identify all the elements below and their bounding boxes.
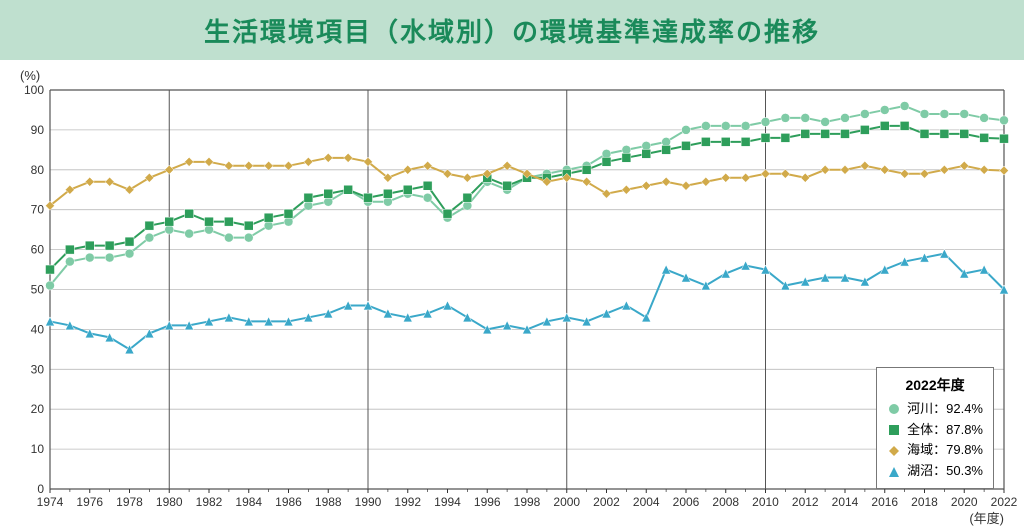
title-bar: 生活環境項目（水域別）の環境基準達成率の推移 — [0, 0, 1024, 60]
x-tick-label: 1982 — [196, 495, 223, 509]
x-tick-label: 2016 — [871, 495, 898, 509]
x-tick-label: 1978 — [116, 495, 143, 509]
x-tick-label: 1984 — [235, 495, 262, 509]
y-tick-label: 60 — [31, 243, 45, 257]
x-tick-label: 1974 — [37, 495, 64, 509]
legend-item-lake: 湖沼：50.3% — [887, 461, 983, 482]
x-unit-label: (年度) — [969, 511, 1004, 526]
series-line-lake — [50, 254, 1004, 350]
legend-title: 2022年度 — [887, 374, 983, 396]
x-tick-label: 2000 — [553, 495, 580, 509]
legend-label: 海域：79.8% — [907, 440, 983, 461]
y-tick-label: 30 — [31, 362, 45, 376]
chart-title: 生活環境項目（水域別）の環境基準達成率の推移 — [204, 12, 820, 49]
diamond-icon — [887, 444, 901, 458]
x-tick-label: 2008 — [712, 495, 739, 509]
x-tick-label: 1976 — [76, 495, 103, 509]
chart-area: (%) 0 10 20 30 40 50 60 70 80 90 100 1974 1976 1978 198… — [0, 60, 1024, 529]
y-tick-label: 70 — [31, 203, 45, 217]
y-unit-label: (%) — [20, 68, 40, 83]
x-tick-label: 2010 — [752, 495, 779, 509]
legend-label: 湖沼：50.3% — [907, 461, 983, 482]
legend-label: 河川：92.4% — [907, 399, 983, 420]
x-tick-label: 2018 — [911, 495, 938, 509]
legend-item-river: 河川：92.4% — [887, 399, 983, 420]
legend-box: 2022年度 河川：92.4%全体：87.8%海域：79.8%湖沼：50.3% — [876, 367, 994, 489]
series-line-overall — [50, 126, 1004, 270]
x-tick-label: 1988 — [315, 495, 342, 509]
y-tick-label: 20 — [31, 402, 45, 416]
x-tick-label: 1998 — [514, 495, 541, 509]
x-tick-label: 1994 — [434, 495, 461, 509]
x-tick-label: 1986 — [275, 495, 302, 509]
x-tick-label: 2014 — [832, 495, 859, 509]
y-tick-label: 100 — [24, 83, 44, 97]
x-tick-label: 2020 — [951, 495, 978, 509]
chart-container: 生活環境項目（水域別）の環境基準達成率の推移 (%) 0 10 20 30 40 50 60 7… — [0, 0, 1024, 529]
square-icon — [887, 423, 901, 437]
x-tick-label: 2002 — [593, 495, 620, 509]
legend-item-sea: 海域：79.8% — [887, 440, 983, 461]
x-tick-label: 2012 — [792, 495, 819, 509]
x-tick-label: 1996 — [474, 495, 501, 509]
legend-item-overall: 全体：87.8% — [887, 420, 983, 441]
triangle-icon — [887, 465, 901, 479]
x-tick-label: 2006 — [673, 495, 700, 509]
y-tick-label: 80 — [31, 163, 45, 177]
y-tick-label: 10 — [31, 442, 45, 456]
y-tick-label: 50 — [31, 283, 45, 297]
y-tick-label: 0 — [37, 482, 44, 496]
circle-icon — [887, 402, 901, 416]
y-tick-label: 90 — [31, 123, 45, 137]
legend-label: 全体：87.8% — [907, 420, 983, 441]
x-tick-label: 2004 — [633, 495, 660, 509]
x-tick-label: 1992 — [394, 495, 421, 509]
x-tick-label: 2022 — [991, 495, 1018, 509]
x-tick-label: 1990 — [355, 495, 382, 509]
y-tick-label: 40 — [31, 322, 45, 336]
x-tick-label: 1980 — [156, 495, 183, 509]
line-chart: (%) 0 10 20 30 40 50 60 70 80 90 100 1974 1976 1978 198… — [0, 60, 1024, 529]
